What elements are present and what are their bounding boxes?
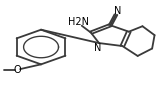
Text: N: N — [94, 43, 101, 53]
Text: O: O — [14, 65, 22, 75]
Text: H2N: H2N — [68, 17, 89, 27]
Text: N: N — [114, 6, 121, 16]
